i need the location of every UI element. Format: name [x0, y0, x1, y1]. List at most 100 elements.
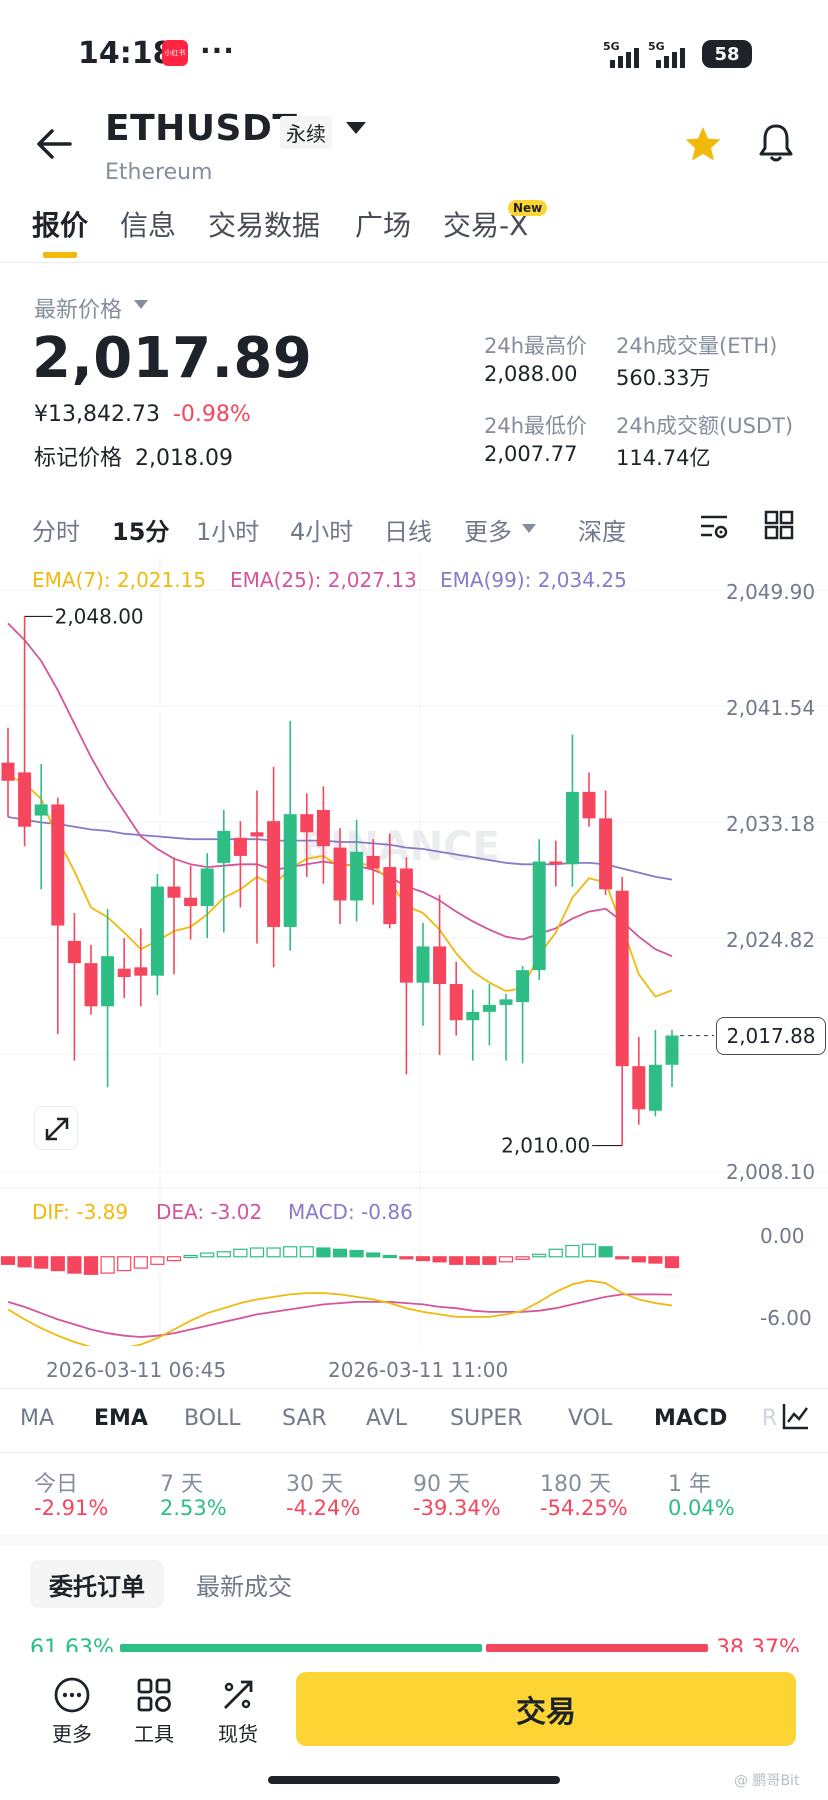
tools-button[interactable]: 工具 [124, 1676, 184, 1747]
macd-histogram-bar [332, 1248, 348, 1258]
candle-body [466, 1011, 480, 1021]
dif-line [7, 1279, 673, 1346]
tab-quote[interactable]: 报价 [32, 209, 89, 242]
macd-histogram-bar [482, 1256, 497, 1265]
symbol-title[interactable]: ETHUSDT [105, 108, 298, 149]
candle-body [366, 855, 380, 869]
candle-body [333, 847, 347, 901]
interval-15m[interactable]: 15分 [112, 518, 170, 546]
trade-button[interactable]: 交易 [296, 1672, 796, 1746]
interval-4h[interactable]: 4小时 [290, 518, 354, 546]
candle-body [300, 814, 314, 833]
macd-value: MACD: -0.86 [288, 1200, 413, 1224]
last-price-label[interactable]: 最新价格 [34, 298, 123, 323]
indicator-ema[interactable]: EMA [94, 1406, 148, 1431]
macd-histogram-bar [432, 1256, 447, 1263]
macd-axis-label: 0.00 [760, 1224, 805, 1248]
y-axis-label: 2,049.90 [726, 580, 816, 604]
candle-body [67, 940, 81, 964]
interval-1d[interactable]: 日线 [384, 518, 432, 546]
layout-grid-icon[interactable] [764, 510, 794, 540]
signal-bars-2-icon [656, 44, 685, 68]
indicator-r[interactable]: R [762, 1406, 778, 1431]
chart-grid [0, 556, 828, 1346]
macd-histogram-bar [631, 1256, 646, 1263]
macd-histogram-bar [283, 1246, 298, 1258]
candle-body [416, 946, 430, 983]
switch-arrows-icon [224, 1680, 253, 1709]
price-markers: 2,048.00 2,010.00 [24, 604, 714, 1158]
candle-body [217, 830, 231, 863]
macd-histogram-bar [382, 1254, 397, 1259]
macd-histogram-bar [532, 1253, 547, 1258]
price-cny: ¥13,842.73 [34, 402, 160, 427]
macd-histogram-bar [67, 1256, 82, 1274]
candle-body [449, 984, 463, 1021]
indicator-sar[interactable]: SAR [282, 1406, 327, 1431]
volume-eth-value: 560.33万 [616, 366, 711, 390]
tab-recent-trades[interactable]: 最新成交 [196, 1572, 292, 1601]
candle-body [516, 970, 530, 1003]
y-axis-label: 2,041.54 [726, 696, 816, 720]
candle-body [267, 821, 281, 927]
interval-depth[interactable]: 深度 [578, 518, 626, 546]
tab-order-book[interactable]: 委托订单 [30, 1560, 164, 1608]
fullscreen-button[interactable] [34, 1106, 78, 1150]
x-axis-date: 2026-03-11 06:45 [46, 1358, 227, 1382]
interval-1h[interactable]: 1小时 [196, 518, 260, 546]
back-arrow-icon[interactable] [34, 126, 74, 162]
candle-body [615, 890, 629, 1067]
macd-histogram-bar [216, 1251, 231, 1258]
interval-more-caret-icon[interactable] [522, 524, 536, 533]
alert-bell-icon[interactable] [757, 122, 795, 164]
symbol-dropdown-caret-icon[interactable] [346, 122, 366, 134]
candle-body [532, 861, 546, 971]
sell-ratio-bar [486, 1644, 708, 1652]
candlestick-chart[interactable]: BINANCE 2,048.002,010.00 [0, 556, 828, 1346]
perf-value: -2.91% [34, 1496, 109, 1520]
macd-histogram-bar [34, 1256, 49, 1269]
candle-body [549, 861, 563, 865]
more-button[interactable]: 更多 [42, 1676, 102, 1747]
favorite-star-icon[interactable] [683, 124, 723, 164]
high-24h-label: 24h最高价 [484, 334, 588, 358]
perf-value: 0.04% [668, 1496, 735, 1520]
macd-axis-label: -6.00 [760, 1306, 812, 1330]
macd-histogram-bar [615, 1256, 630, 1260]
indicator-ma[interactable]: MA [20, 1406, 55, 1431]
perf-value: -54.25% [540, 1496, 628, 1520]
macd-histogram-bar [498, 1256, 514, 1263]
indicator-macd[interactable]: MACD [654, 1406, 728, 1431]
macd-panel [0, 1243, 680, 1346]
indicator-super[interactable]: SUPER [450, 1406, 523, 1431]
tab-info[interactable]: 信息 [120, 209, 177, 242]
low-24h-label: 24h最低价 [484, 414, 588, 438]
candles [1, 616, 679, 1146]
candle-body [316, 809, 330, 847]
tab-square[interactable]: 广场 [355, 209, 412, 242]
mark-price-row: 标记价格 2,018.09 [34, 440, 233, 472]
price-type-caret-icon[interactable] [134, 300, 148, 309]
candle-body [499, 999, 513, 1005]
expand-icon [45, 1117, 69, 1141]
y-axis-label: 2,008.10 [726, 1160, 816, 1184]
macd-histogram-bar [399, 1256, 414, 1260]
spot-button[interactable]: 现货 [208, 1676, 268, 1747]
interval-more[interactable]: 更多 [464, 518, 512, 546]
candle-body [350, 851, 364, 901]
chart-settings-icon[interactable] [698, 510, 730, 542]
low-24h-value: 2,007.77 [484, 442, 578, 466]
indicator-boll[interactable]: BOLL [184, 1406, 241, 1431]
tab-trading-data[interactable]: 交易数据 [208, 209, 321, 242]
macd-histogram-bar [200, 1252, 215, 1258]
macd-histogram-bar [117, 1256, 132, 1272]
indicator-avl[interactable]: AVL [366, 1406, 407, 1431]
indicator-settings-icon[interactable] [780, 1400, 812, 1432]
macd-histogram-bar [664, 1256, 680, 1269]
interval-timeline[interactable]: 分时 [32, 518, 80, 546]
status-time: 14:18 [78, 36, 174, 71]
section-gap [0, 1534, 828, 1546]
candle-body [383, 867, 397, 925]
macd-histogram-bar [465, 1256, 480, 1265]
indicator-vol[interactable]: VOL [568, 1406, 613, 1431]
